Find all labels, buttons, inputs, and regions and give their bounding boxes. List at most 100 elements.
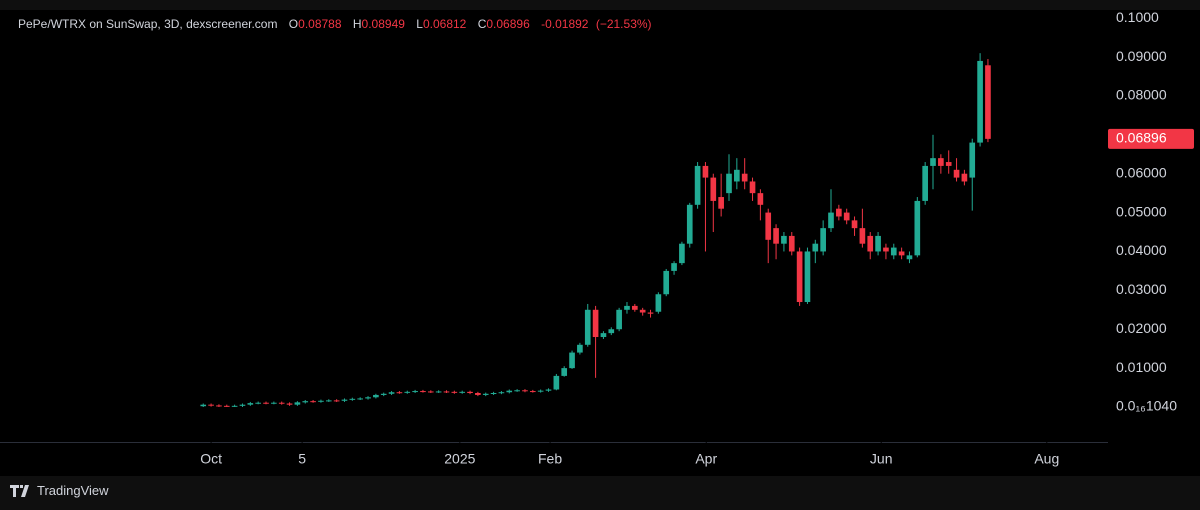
candle-body bbox=[702, 165, 709, 178]
legend-title: PePe/WTRX on SunSwap, 3D, dexscreener.co… bbox=[18, 17, 278, 31]
candle-body bbox=[435, 391, 442, 393]
candle-body bbox=[616, 309, 622, 330]
candle-body bbox=[600, 333, 607, 338]
y-tick-label: 0.01000 bbox=[1116, 359, 1167, 375]
candle-body bbox=[734, 169, 740, 182]
candle-body bbox=[953, 169, 960, 178]
candle-body bbox=[836, 208, 842, 217]
legend-h: 0.08949 bbox=[361, 17, 405, 31]
candle-body bbox=[310, 401, 316, 403]
x-tick-label: Aug bbox=[1034, 451, 1059, 467]
candle-body bbox=[686, 204, 693, 244]
candle-body bbox=[985, 65, 991, 139]
candle-body bbox=[490, 393, 497, 395]
x-tick-label: Oct bbox=[200, 451, 222, 467]
candle-body bbox=[365, 397, 371, 399]
candle-body bbox=[820, 228, 826, 252]
candle-body bbox=[679, 243, 685, 264]
candle-body bbox=[796, 251, 803, 303]
last-price-box bbox=[1108, 128, 1194, 149]
legend-o: 0.08788 bbox=[298, 17, 342, 31]
y-tick-label: 0.09000 bbox=[1116, 48, 1167, 64]
candle-body bbox=[443, 391, 450, 393]
candle-body bbox=[663, 270, 670, 295]
legend-h-label: H bbox=[352, 17, 362, 31]
x-tick-label: Apr bbox=[695, 451, 717, 467]
candle-body bbox=[977, 60, 983, 143]
candle-body bbox=[898, 251, 905, 256]
candle-body bbox=[561, 368, 568, 376]
x-tick-label: Jun bbox=[870, 451, 893, 467]
candle-body bbox=[781, 235, 787, 244]
candle-body bbox=[263, 402, 269, 404]
candle-body bbox=[467, 391, 473, 394]
candle-body bbox=[482, 393, 489, 395]
candle-body bbox=[710, 177, 717, 201]
candle-body bbox=[851, 220, 858, 229]
candle-body bbox=[788, 235, 795, 252]
candle-body bbox=[883, 247, 889, 252]
y-tick-label: 0.1000 bbox=[1116, 9, 1159, 25]
candle-body bbox=[514, 390, 520, 392]
candle-body bbox=[718, 197, 724, 209]
chart: 0.1000 0.09000 0.08000 0.06000 0.05000 0.0400… bbox=[0, 9, 1200, 476]
candle-body bbox=[396, 392, 403, 394]
candle-body bbox=[427, 391, 434, 393]
candle-body bbox=[749, 181, 756, 194]
candle-body bbox=[294, 402, 301, 405]
candle-body bbox=[247, 403, 254, 405]
candle-body bbox=[404, 391, 411, 393]
legend: PePe/WTRX on SunSwap, 3D, dexscreener.co… bbox=[18, 17, 652, 31]
candle-body bbox=[325, 400, 332, 402]
candle-body bbox=[357, 398, 364, 400]
candle-body bbox=[341, 399, 348, 401]
candle-body bbox=[859, 228, 866, 244]
candle-body bbox=[624, 305, 630, 310]
candle-body bbox=[655, 294, 662, 312]
last-price-label: 0.06896 bbox=[1116, 130, 1167, 146]
candle-body bbox=[537, 390, 544, 392]
candle-body bbox=[631, 305, 638, 310]
plot-area bbox=[0, 10, 1108, 442]
y-tick-label: 0.04000 bbox=[1116, 242, 1167, 258]
candle-body bbox=[930, 158, 936, 166]
footer[interactable]: TradingView bbox=[10, 483, 109, 498]
candle-body bbox=[278, 402, 285, 404]
candle-body bbox=[867, 235, 874, 252]
candle-body bbox=[639, 309, 646, 313]
candle-body bbox=[475, 393, 481, 395]
x-tick-label: 2025 bbox=[444, 451, 475, 467]
candle-body bbox=[906, 255, 913, 260]
legend-l-label: L bbox=[416, 17, 423, 31]
y-tick-label: 0.02000 bbox=[1116, 320, 1167, 336]
candle-body bbox=[333, 400, 340, 402]
candle-body bbox=[938, 158, 944, 166]
tv-logo bbox=[10, 484, 29, 497]
candle-body bbox=[592, 309, 599, 338]
x-tick-label: Feb bbox=[538, 451, 562, 467]
candle-body bbox=[757, 193, 764, 205]
candle-body bbox=[890, 247, 897, 256]
candle-body bbox=[647, 312, 654, 314]
candle-body bbox=[451, 391, 458, 393]
candle-body bbox=[373, 394, 379, 398]
candle-body bbox=[522, 390, 528, 392]
y-tick-label: 0.05000 bbox=[1116, 203, 1167, 219]
legend-c: 0.06896 bbox=[486, 17, 530, 31]
legend-c-label: C bbox=[477, 17, 487, 31]
candle-body bbox=[216, 405, 222, 407]
candle-body bbox=[239, 404, 246, 406]
candle-body bbox=[773, 228, 779, 244]
candle-body bbox=[420, 391, 426, 393]
candle-body bbox=[208, 404, 214, 406]
candle-body bbox=[741, 173, 748, 182]
legend-o-label: O bbox=[288, 17, 299, 31]
legend-change: -0.01892 bbox=[541, 17, 589, 31]
candle-body bbox=[765, 212, 772, 240]
candle-body bbox=[271, 402, 277, 404]
y-tick-label: 0.06000 bbox=[1116, 164, 1167, 180]
candle-body bbox=[843, 212, 850, 221]
candle-body bbox=[694, 165, 701, 205]
candle-body bbox=[969, 142, 976, 178]
